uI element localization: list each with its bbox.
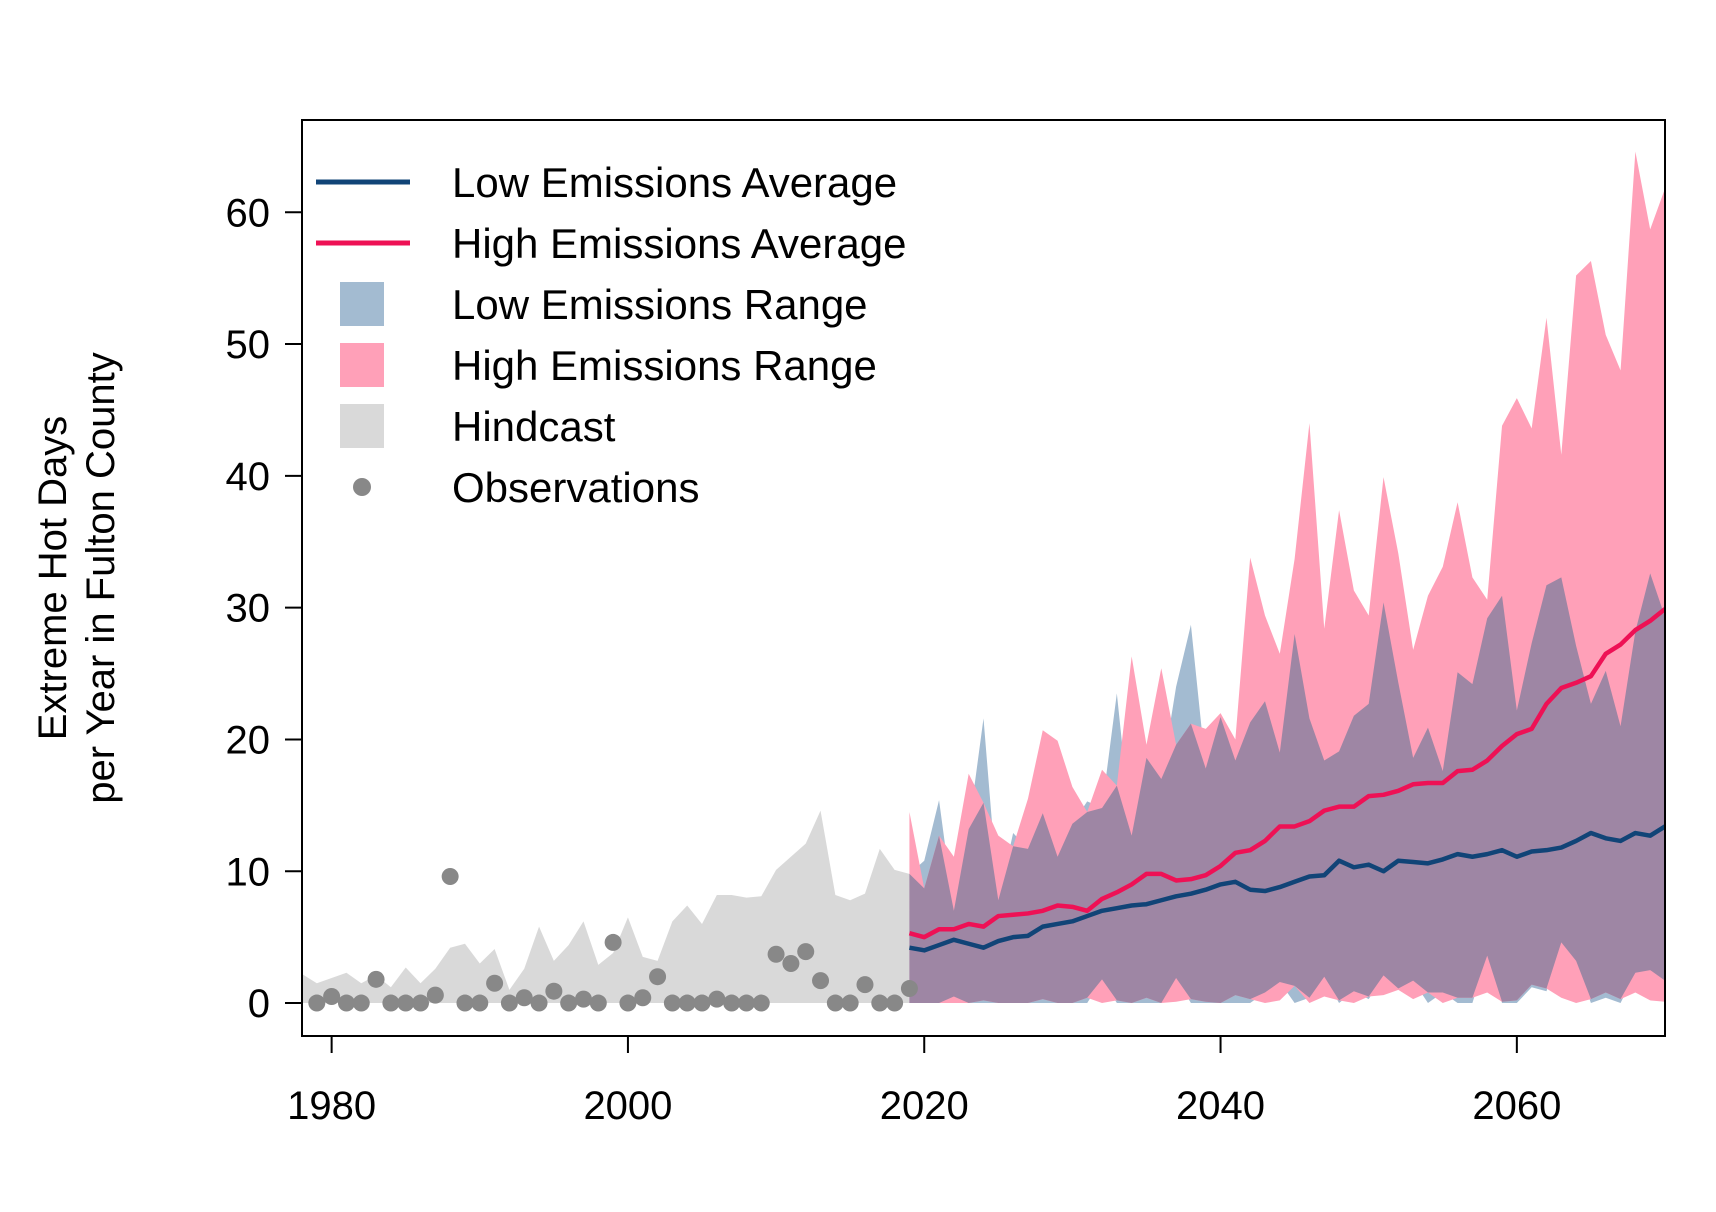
observation-point (560, 994, 578, 1012)
range-overlap-band (909, 573, 1665, 1004)
observation-point (574, 990, 592, 1008)
observation-point (337, 994, 355, 1012)
y-axis: 0 10 20 30 40 50 60 (226, 191, 303, 1026)
legend-label: Observations (452, 464, 699, 511)
x-tick-label: 2040 (1176, 1084, 1265, 1128)
legend-point-swatch (353, 478, 371, 496)
x-tick-label: 2060 (1472, 1084, 1561, 1128)
legend-fill-swatch (340, 404, 384, 448)
observation-point (619, 994, 637, 1012)
observation-point (397, 994, 415, 1012)
observation-point (871, 994, 889, 1012)
legend-label: Low Emissions Average (452, 159, 897, 206)
observation-point (426, 986, 444, 1004)
observation-point (693, 994, 711, 1012)
y-tick-label: 30 (226, 587, 271, 631)
legend-fill-swatch (340, 282, 384, 326)
legend-item: Hindcast (340, 403, 616, 450)
low-emissions-average-line (909, 824, 1665, 953)
observation-point (723, 994, 741, 1012)
observation-point (752, 994, 770, 1012)
observation-point (441, 868, 459, 886)
observation-point (841, 994, 859, 1012)
observation-point (649, 968, 667, 986)
y-axis-title-line-2: per Year in Fulton County (79, 352, 123, 803)
observation-point (634, 989, 652, 1007)
observation-point (797, 943, 815, 961)
observation-point (767, 945, 785, 963)
legend-fill-swatch (340, 343, 384, 387)
observation-point (900, 980, 918, 998)
y-axis-title-line-1: Extreme Hot Days (31, 416, 75, 741)
observation-point (708, 990, 726, 1008)
observation-point (308, 994, 326, 1012)
observation-point (663, 994, 681, 1012)
observation-point (826, 994, 844, 1012)
observation-point (412, 994, 430, 1012)
line-layer (908, 607, 1665, 953)
y-tick-label: 20 (226, 718, 271, 762)
observation-point (545, 982, 563, 1000)
y-tick-label: 0 (248, 982, 270, 1026)
observation-point (515, 989, 533, 1007)
observation-point (589, 994, 607, 1012)
observation-point (323, 987, 341, 1005)
y-tick-label: 50 (226, 323, 271, 367)
observation-point (856, 976, 874, 994)
legend-label: Low Emissions Range (452, 281, 868, 328)
range-layer (302, 151, 1665, 1004)
observation-point (812, 972, 830, 990)
x-tick-label: 2020 (880, 1084, 969, 1128)
observation-point (500, 994, 518, 1012)
observation-point (678, 994, 696, 1012)
point-layer (308, 868, 918, 1012)
x-axis: 1980 2000 2020 2040 2060 (287, 1035, 1561, 1128)
observation-point (782, 955, 800, 973)
legend-label: High Emissions Average (452, 220, 906, 267)
legend: Low Emissions Average High Emissions Aver… (316, 159, 906, 511)
y-axis-title: Extreme Hot Days per Year in Fulton Coun… (31, 352, 123, 803)
high-emissions-average-line (908, 607, 1665, 940)
observation-point (382, 994, 400, 1012)
legend-item: Low Emissions Range (340, 281, 868, 328)
observation-point (486, 974, 504, 992)
x-tick-label: 1980 (287, 1084, 376, 1128)
legend-item: High Emissions Range (340, 342, 877, 389)
legend-item: Low Emissions Average (316, 159, 897, 206)
y-tick-label: 10 (226, 850, 271, 894)
y-tick-label: 60 (226, 191, 271, 235)
plot-area (302, 151, 1665, 1012)
legend-label: High Emissions Range (452, 342, 877, 389)
legend-item: Observations (353, 464, 699, 511)
y-tick-label: 40 (226, 455, 271, 499)
observation-point (530, 994, 548, 1012)
observation-point (352, 994, 370, 1012)
observation-point (456, 994, 474, 1012)
observation-point (886, 994, 904, 1012)
observation-point (604, 933, 622, 951)
observation-point (471, 994, 489, 1012)
observation-point (367, 970, 385, 988)
x-tick-label: 2000 (583, 1084, 672, 1128)
hindcast-band (302, 810, 910, 1004)
legend-item: High Emissions Average (316, 220, 906, 267)
legend-label: Hindcast (452, 403, 616, 450)
observation-point (737, 994, 755, 1012)
